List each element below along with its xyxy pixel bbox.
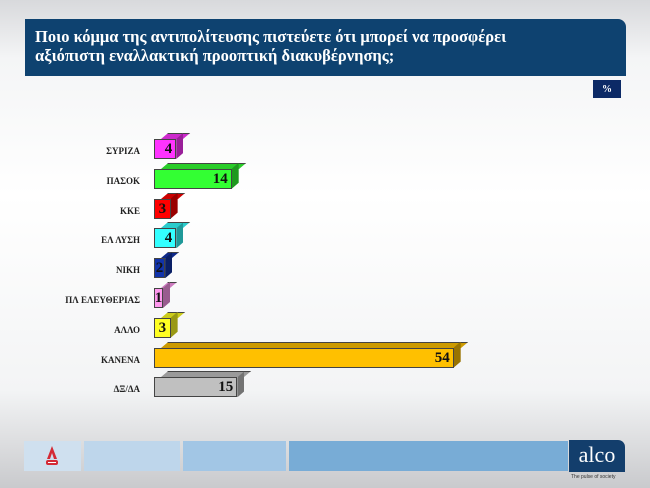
bar: 15 (154, 371, 252, 398)
bar-value-label: 2 (155, 260, 164, 277)
bar-value-label: 3 (158, 200, 167, 217)
question-title-line-1: Ποιο κόμμα της αντιπολίτευσης πιστεύετε … (35, 27, 507, 46)
bar: 3 (154, 192, 185, 219)
footer-segment-3 (289, 441, 568, 471)
bar: 54 (154, 341, 468, 368)
bar: 4 (154, 133, 191, 159)
bar-value-label: 3 (158, 319, 167, 336)
bar-value-label: 1 (154, 290, 163, 306)
category-label: ΠΛ ΕΛΕΥΘΕΡΙΑΣ (65, 295, 140, 305)
category-label: ΑΛΛΟ (114, 324, 140, 335)
bar: 4 (154, 222, 191, 249)
category-label: ΕΛ ΛΥΣΗ (101, 235, 140, 246)
bar-chart: ΣΥΡΙΖΑ 4 ΠΑΣΟΚ 14 ΚΚΕ 3 ΕΛ ΛΥΣΗ 4 ΝΙΚΗ 2 ΠΛ ΕΛΕΥΘΕ… (65, 133, 468, 398)
bar-value-label: 15 (218, 379, 234, 396)
bar-value-label: 4 (164, 141, 173, 157)
alco-logo: alco (569, 440, 625, 472)
footer-segment-1 (84, 441, 180, 471)
alco-tagline: The pulse of society (571, 474, 616, 480)
category-label: ΚΑΝΕΝΑ (100, 354, 140, 365)
bar: 1 (154, 282, 178, 308)
bar: 14 (154, 162, 246, 189)
bar-value-label: 14 (212, 170, 228, 187)
footer-segment-2 (183, 441, 286, 471)
bar: 3 (154, 311, 185, 338)
unit-badge: % (593, 80, 621, 98)
category-label: ΔΞ/ΔΑ (113, 384, 140, 395)
category-label: ΣΥΡΙΖΑ (106, 146, 140, 156)
bar-value-label: 4 (164, 230, 173, 247)
question-title-line-2: αξιόπιστη εναλλακτική προοπτική διακυβέρ… (35, 46, 395, 65)
alpha-logo-icon (46, 446, 58, 465)
footer-segment-logo (24, 441, 81, 471)
category-label: ΠΑΣΟΚ (106, 175, 140, 186)
category-label: ΝΙΚΗ (115, 265, 140, 276)
category-label: ΚΚΕ (119, 205, 140, 216)
question-title-box: Ποιο κόμμα της αντιπολίτευσης πιστεύετε … (25, 19, 626, 76)
bar: 2 (154, 252, 180, 279)
bar-value-label: 54 (434, 349, 450, 366)
